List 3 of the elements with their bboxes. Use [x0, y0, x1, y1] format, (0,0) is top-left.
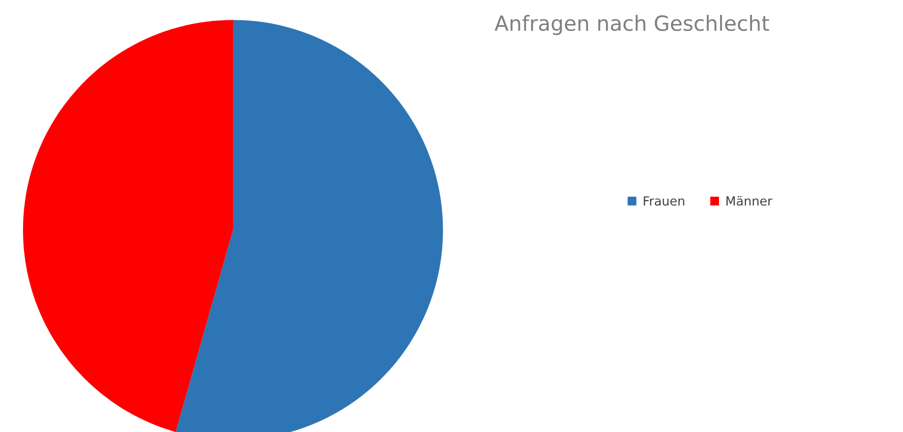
chart-title: Anfragen nach Geschlecht	[494, 14, 770, 36]
legend-label: Männer	[726, 196, 772, 206]
legend-label: Frauen	[644, 196, 684, 206]
